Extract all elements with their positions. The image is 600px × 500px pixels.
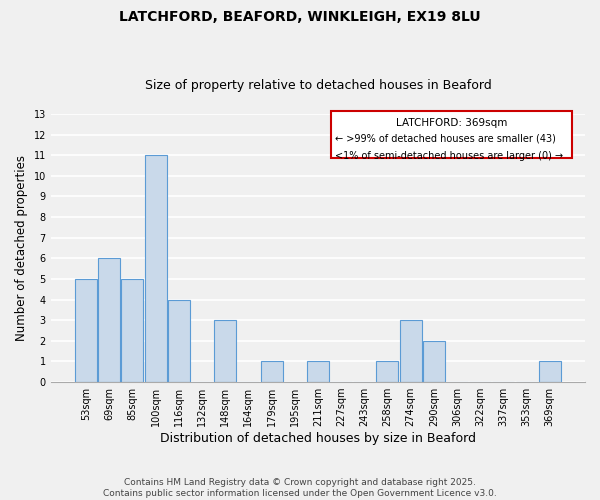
Bar [98, 258, 120, 382]
Text: LATCHFORD: 369sqm: LATCHFORD: 369sqm [396, 118, 507, 128]
Bar [75, 279, 97, 382]
Bar [423, 341, 445, 382]
Text: LATCHFORD, BEAFORD, WINKLEIGH, EX19 8LU: LATCHFORD, BEAFORD, WINKLEIGH, EX19 8LU [119, 10, 481, 24]
X-axis label: Distribution of detached houses by size in Beaford: Distribution of detached houses by size … [160, 432, 476, 445]
Text: <1% of semi-detached houses are larger (0) →: <1% of semi-detached houses are larger (… [335, 151, 563, 161]
Y-axis label: Number of detached properties: Number of detached properties [15, 155, 28, 341]
Text: Contains HM Land Registry data © Crown copyright and database right 2025.
Contai: Contains HM Land Registry data © Crown c… [103, 478, 497, 498]
Bar [214, 320, 236, 382]
Bar [307, 362, 329, 382]
Bar [260, 362, 283, 382]
Bar [331, 111, 572, 158]
Bar [168, 300, 190, 382]
Bar [145, 155, 167, 382]
Text: ← >99% of detached houses are smaller (43): ← >99% of detached houses are smaller (4… [335, 134, 556, 143]
Title: Size of property relative to detached houses in Beaford: Size of property relative to detached ho… [145, 79, 491, 92]
Bar [376, 362, 398, 382]
Bar [539, 362, 561, 382]
Bar [121, 279, 143, 382]
Bar [400, 320, 422, 382]
